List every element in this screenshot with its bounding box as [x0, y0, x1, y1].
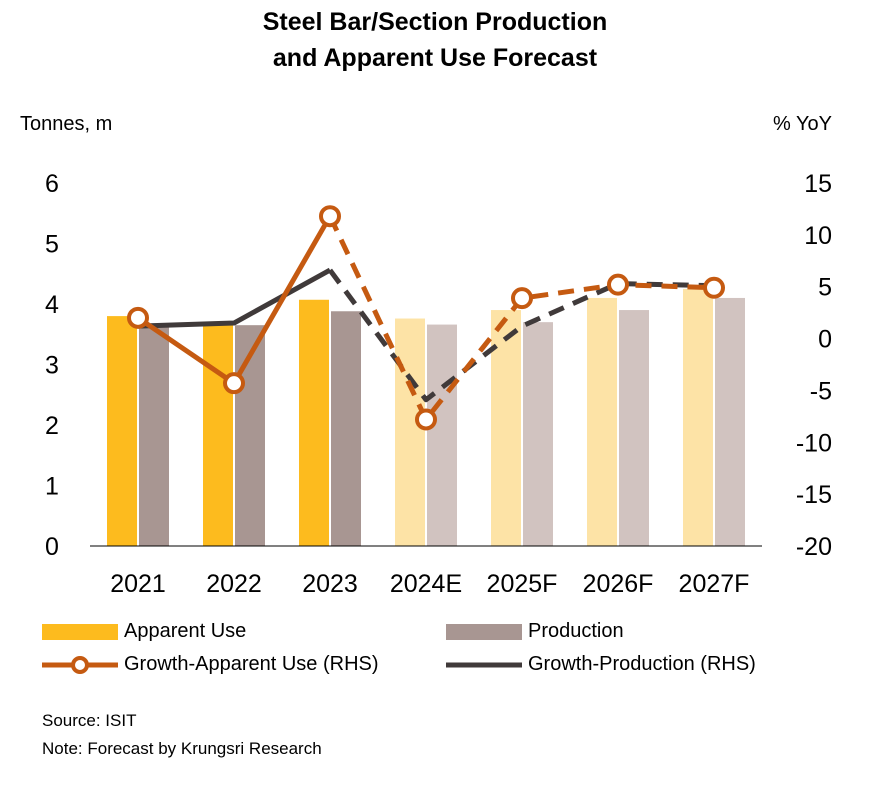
bar-production [331, 311, 361, 546]
right-tick-label: -20 [796, 533, 832, 561]
forecast-note: Note: Forecast by Krungsri Research [42, 739, 322, 758]
left-tick-label: 4 [45, 291, 59, 319]
right-tick-label: -5 [810, 377, 832, 405]
bar-apparent-use [491, 310, 521, 546]
left-tick-label: 6 [45, 170, 59, 198]
legend-production-label: Production [528, 620, 624, 642]
left-tick-label: 3 [45, 352, 59, 380]
right-tick-label: 0 [818, 326, 832, 354]
marker-growth-apparent-use-rhs [319, 205, 341, 228]
legend-production: Production [446, 620, 624, 643]
line-growth-apparent-use-rhs-forecast [327, 215, 715, 422]
legend-growth-apparent-swatch [42, 655, 118, 674]
right-tick-label: 15 [804, 170, 832, 198]
right-tick-label: 10 [804, 222, 832, 250]
legend-growth-apparent: Growth-Apparent Use (RHS) [40, 653, 379, 676]
left-tick-label: 0 [45, 533, 59, 561]
right-axis-title: % YoY [773, 113, 832, 135]
x-tick-label: 2022 [206, 570, 262, 598]
legend-growth-production-label: Growth-Production (RHS) [528, 653, 756, 675]
source-note: Source: ISIT [42, 711, 137, 730]
marker-growth-apparent-use-rhs [511, 287, 533, 310]
legend-apparent-use-swatch [42, 623, 118, 640]
legend-apparent-use-label: Apparent Use [124, 620, 247, 642]
bar-apparent-use [203, 325, 233, 546]
bar-apparent-use [299, 299, 329, 546]
legend-production-swatch [446, 623, 522, 640]
left-axis-title: Tonnes, m [20, 113, 112, 135]
x-tick-label: 2027F [679, 570, 750, 598]
bar-production [139, 325, 169, 546]
marker-growth-apparent-use-rhs [223, 372, 245, 395]
bar-apparent-use [683, 288, 713, 546]
bar-apparent-use [395, 318, 425, 546]
bar-production [427, 324, 457, 546]
right-tick-label: -15 [796, 481, 832, 509]
left-tick-label: 1 [45, 473, 59, 501]
bar-production [523, 322, 553, 546]
line-growth-production-rhs-actual [137, 267, 332, 329]
bar-production [619, 310, 649, 546]
x-tick-label: 2021 [110, 570, 166, 598]
bar-apparent-use [107, 316, 137, 546]
left-tick-label: 2 [45, 412, 59, 440]
marker-growth-apparent-use-rhs [703, 276, 725, 299]
legend-growth-production: Growth-Production (RHS) [444, 653, 756, 676]
x-tick-label: 2023 [302, 570, 358, 598]
marker-growth-apparent-use-rhs [415, 408, 437, 431]
x-tick-label: 2024E [390, 570, 462, 598]
chart-notes: Source: ISIT Note: Forecast by Krungsri … [42, 707, 322, 763]
right-tick-label: -10 [796, 429, 832, 457]
x-tick-label: 2026F [583, 570, 654, 598]
x-tick-label: 2025F [487, 570, 558, 598]
chart-title: Steel Bar/Section Production and Apparen… [0, 4, 870, 76]
right-tick-label: 5 [818, 274, 832, 302]
marker-growth-apparent-use-rhs [127, 306, 149, 329]
bar-production [715, 297, 745, 546]
left-tick-label: 5 [45, 231, 59, 259]
legend-growth-apparent-label: Growth-Apparent Use (RHS) [124, 653, 379, 675]
chart-title-line-2: and Apparent Use Forecast [272, 44, 598, 72]
bar-apparent-use [587, 297, 617, 546]
bar-production [235, 325, 265, 546]
legend-apparent-use: Apparent Use [42, 620, 246, 643]
steel-chart: Tonnes, m % YoY 0 1 2 3 4 5 6 -20 -15 -10 -5 0 5 10 15 20… [20, 113, 832, 598]
legend-growth-production-swatch [446, 662, 522, 667]
chart-title-line-1: Steel Bar/Section Production [262, 8, 608, 36]
marker-growth-apparent-use-rhs [607, 273, 629, 296]
